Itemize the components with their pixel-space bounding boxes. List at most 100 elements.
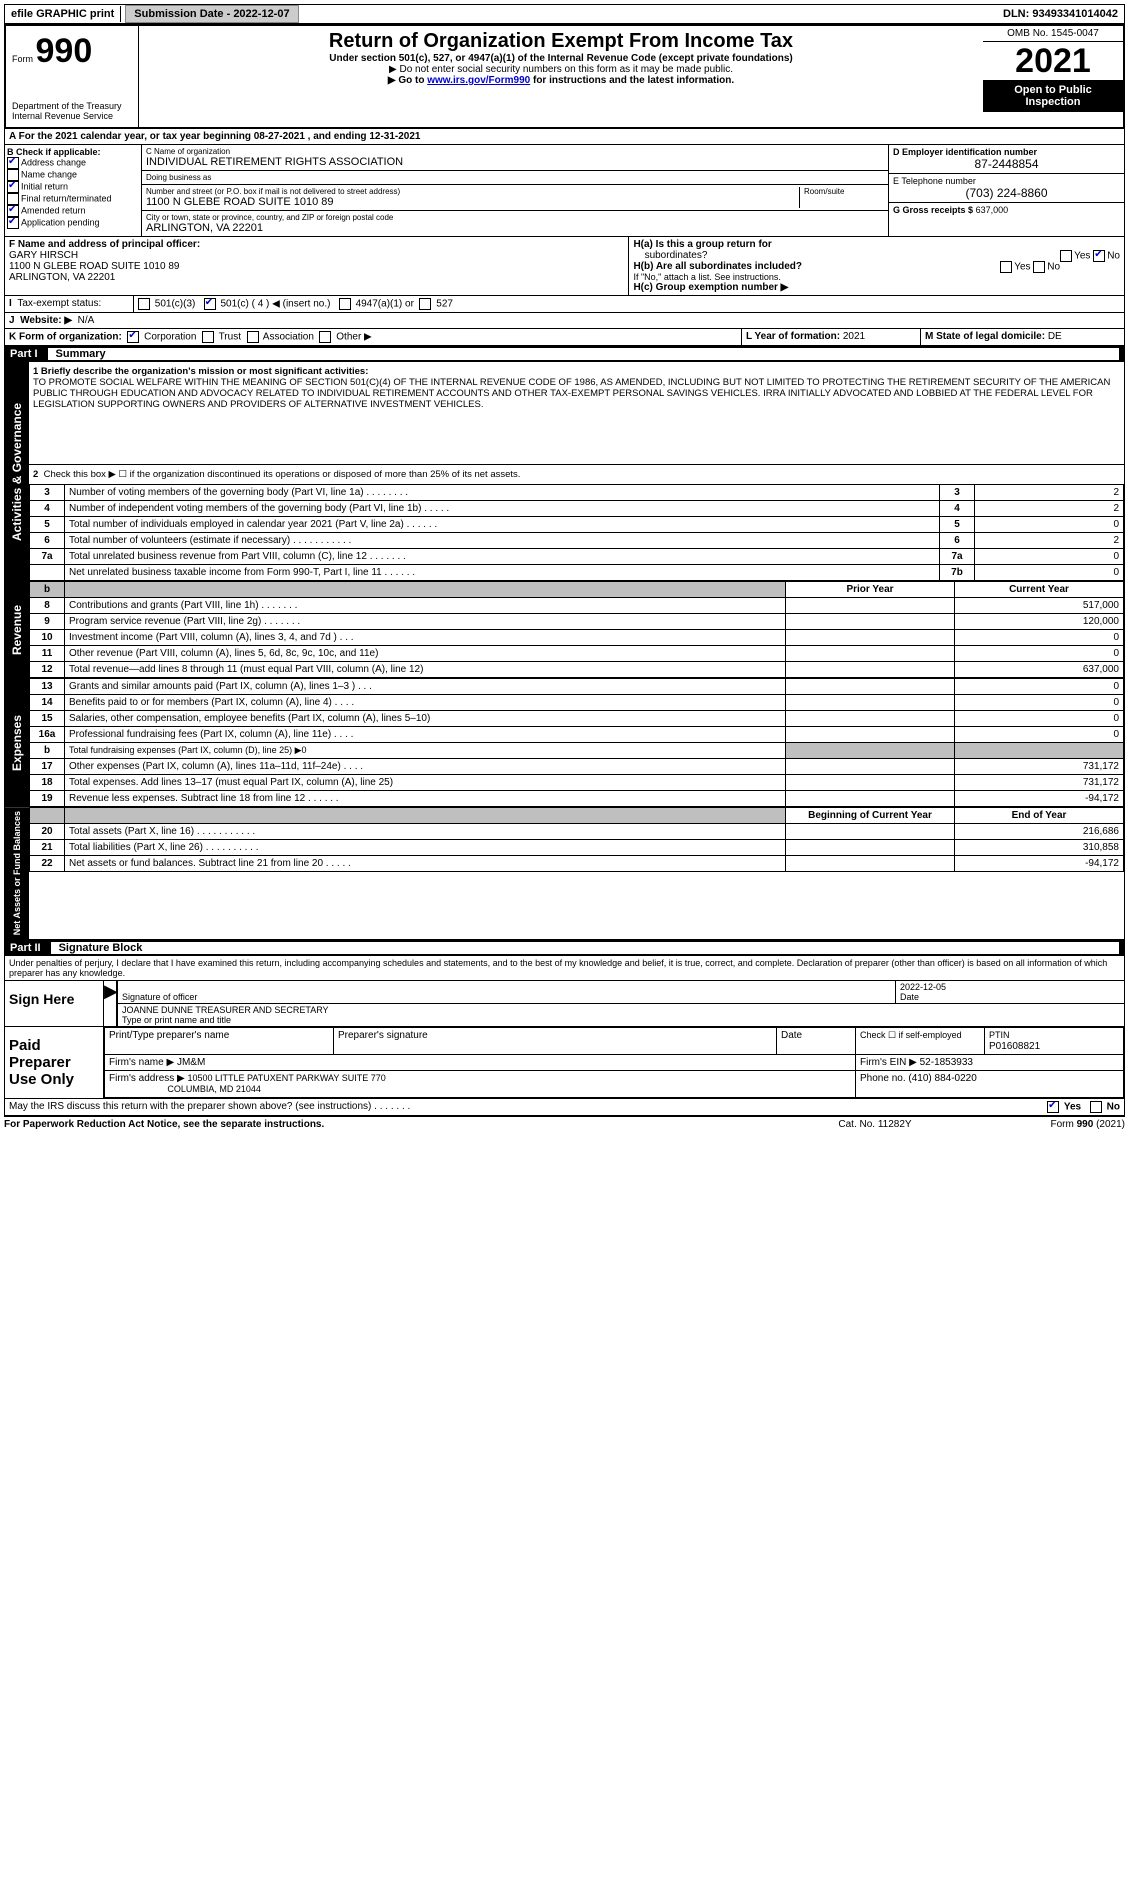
chk-assoc[interactable] [247, 331, 259, 343]
prep-date-label: Date [777, 1028, 856, 1055]
officer-addr1: 1100 N GLEBE ROAD SUITE 1010 89 [9, 261, 179, 272]
section-expenses: Expenses 13Grants and similar amounts pa… [4, 678, 1125, 807]
dln-label: DLN: 93493341014042 [997, 6, 1124, 22]
gross-value: 637,000 [976, 205, 1009, 215]
table-row: 15Salaries, other compensation, employee… [30, 711, 1124, 727]
discuss-row: May the IRS discuss this return with the… [4, 1099, 1125, 1116]
submission-date-button[interactable]: Submission Date - 2022-12-07 [125, 5, 298, 23]
firm-addr1: 10500 LITTLE PATUXENT PARKWAY SUITE 770 [188, 1073, 386, 1083]
tax-year: 2021 [983, 42, 1123, 80]
section-netassets: Net Assets or Fund Balances Beginning of… [4, 807, 1125, 940]
table-row: 10Investment income (Part VIII, column (… [30, 630, 1124, 646]
top-bar: efile GRAPHIC print Submission Date - 20… [4, 4, 1125, 24]
table-row: 19Revenue less expenses. Subtract line 1… [30, 791, 1124, 807]
chk-amended-return[interactable]: Amended return [7, 205, 139, 217]
table-row: 8Contributions and grants (Part VIII, li… [30, 598, 1124, 614]
preparer-table: Print/Type preparer's name Preparer's si… [104, 1027, 1124, 1098]
mission-label: 1 Briefly describe the organization's mi… [33, 366, 368, 377]
chk-501c[interactable] [204, 298, 216, 310]
table-row: 22Net assets or fund balances. Subtract … [30, 856, 1124, 872]
chk-4947[interactable] [339, 298, 351, 310]
ha-yes-checkbox[interactable] [1060, 250, 1072, 262]
gross-label: G Gross receipts $ [893, 205, 973, 215]
org-name-label: C Name of organization [146, 147, 884, 156]
firm-name: JM&M [177, 1057, 205, 1068]
hb-yes-checkbox[interactable] [1000, 261, 1012, 273]
sign-block: Sign Here ▶ Signature of officer 2022-12… [4, 981, 1125, 1027]
city-label: City or town, state or province, country… [146, 213, 884, 222]
hb-no-checkbox[interactable] [1033, 261, 1045, 273]
form-title: Return of Organization Exempt From Incom… [147, 30, 975, 53]
officer-label: F Name and address of principal officer: [9, 239, 200, 250]
mission-text: TO PROMOTE SOCIAL WELFARE WITHIN THE MEA… [33, 377, 1110, 410]
firm-addr2: COLUMBIA, MD 21044 [167, 1084, 261, 1094]
addr-label: Number and street (or P.O. box if mail i… [146, 187, 795, 196]
table-row: 7aTotal unrelated business revenue from … [30, 549, 1124, 565]
form-subtitle: Under section 501(c), 527, or 4947(a)(1)… [147, 53, 975, 64]
chk-final-return[interactable]: Final return/terminated [7, 193, 139, 205]
discuss-yes-checkbox[interactable] [1047, 1101, 1059, 1113]
table-row: 6Total number of volunteers (estimate if… [30, 533, 1124, 549]
year-formation: 2021 [843, 331, 865, 342]
ein-label: D Employer identification number [893, 147, 1037, 157]
section-revenue: Revenue bPrior YearCurrent Year 8Contrib… [4, 581, 1125, 678]
sig-date: 2022-12-05 [900, 982, 946, 992]
h-a: H(a) Is this a group return for subordin… [633, 239, 1120, 261]
table-row: 11Other revenue (Part VIII, column (A), … [30, 646, 1124, 662]
open-public-badge: Open to Public Inspection [983, 80, 1123, 112]
section-klm: K Form of organization: Corporation Trus… [4, 329, 1125, 346]
ha-no-checkbox[interactable] [1093, 250, 1105, 262]
phone-label: E Telephone number [893, 176, 976, 186]
tab-expenses: Expenses [5, 678, 29, 807]
form-note1: ▶ Do not enter social security numbers o… [147, 64, 975, 75]
section-bcd: B Check if applicable: Address change Na… [4, 145, 1125, 237]
discuss-no-checkbox[interactable] [1090, 1101, 1102, 1113]
org-name: INDIVIDUAL RETIREMENT RIGHTS ASSOCIATION [146, 156, 884, 168]
form-number: 990 [36, 32, 93, 70]
chk-initial-return[interactable]: Initial return [7, 181, 139, 193]
line2-text: Check this box ▶ ☐ if the organization d… [44, 469, 521, 480]
table-row: 21Total liabilities (Part X, line 26) . … [30, 840, 1124, 856]
omb-number: OMB No. 1545-0047 [983, 26, 1123, 42]
addr-value: 1100 N GLEBE ROAD SUITE 1010 89 [146, 196, 795, 208]
phone-value: (703) 224-8860 [893, 186, 1120, 200]
table-row: 18Total expenses. Add lines 13–17 (must … [30, 775, 1124, 791]
table-row: 17Other expenses (Part IX, column (A), l… [30, 759, 1124, 775]
section-governance: Activities & Governance 1 Briefly descri… [4, 362, 1125, 581]
form-note2: ▶ Go to www.irs.gov/Form990 for instruct… [147, 75, 975, 86]
table-row: Net unrelated business taxable income fr… [30, 565, 1124, 581]
chk-trust[interactable] [202, 331, 214, 343]
table-row: 16aProfessional fundraising fees (Part I… [30, 727, 1124, 743]
table-row: 4Number of independent voting members of… [30, 501, 1124, 517]
form-footer-label: Form 990 (2021) [975, 1119, 1125, 1130]
part2-header: Part II Signature Block [4, 940, 1125, 956]
table-row: 9Program service revenue (Part VIII, lin… [30, 614, 1124, 630]
table-row: 12Total revenue—add lines 8 through 11 (… [30, 662, 1124, 678]
footer: For Paperwork Reduction Act Notice, see … [4, 1116, 1125, 1130]
chk-527[interactable] [419, 298, 431, 310]
efile-label: efile GRAPHIC print [5, 6, 121, 22]
h-c: H(c) Group exemption number ▶ [633, 282, 1120, 293]
chk-name-change[interactable]: Name change [7, 169, 139, 181]
chk-address-change[interactable]: Address change [7, 157, 139, 169]
irs-label: Internal Revenue Service [12, 111, 132, 121]
tab-netassets: Net Assets or Fund Balances [5, 807, 29, 939]
prep-sig-label: Preparer's signature [334, 1028, 777, 1055]
chk-501c3[interactable] [138, 298, 150, 310]
chk-application-pending[interactable]: Application pending [7, 217, 139, 229]
paid-preparer-label: Paid Preparer Use Only [5, 1027, 104, 1098]
ein-value: 87-2448854 [893, 157, 1120, 171]
table-row: 5Total number of individuals employed in… [30, 517, 1124, 533]
paperwork-notice: For Paperwork Reduction Act Notice, see … [4, 1119, 775, 1130]
room-label: Room/suite [804, 187, 884, 196]
arrow-icon: ▶ [104, 981, 118, 1026]
chk-corp[interactable] [127, 331, 139, 343]
officer-addr2: ARLINGTON, VA 22201 [9, 272, 115, 283]
section-j: J Website: ▶ N/A [4, 313, 1125, 329]
table-row: 14Benefits paid to or for members (Part … [30, 695, 1124, 711]
irs-link[interactable]: www.irs.gov/Form990 [427, 75, 530, 86]
chk-other[interactable] [319, 331, 331, 343]
city-value: ARLINGTON, VA 22201 [146, 222, 884, 234]
ptin-value: P01608821 [989, 1041, 1040, 1052]
revenue-table: bPrior YearCurrent Year 8Contributions a… [29, 581, 1124, 678]
